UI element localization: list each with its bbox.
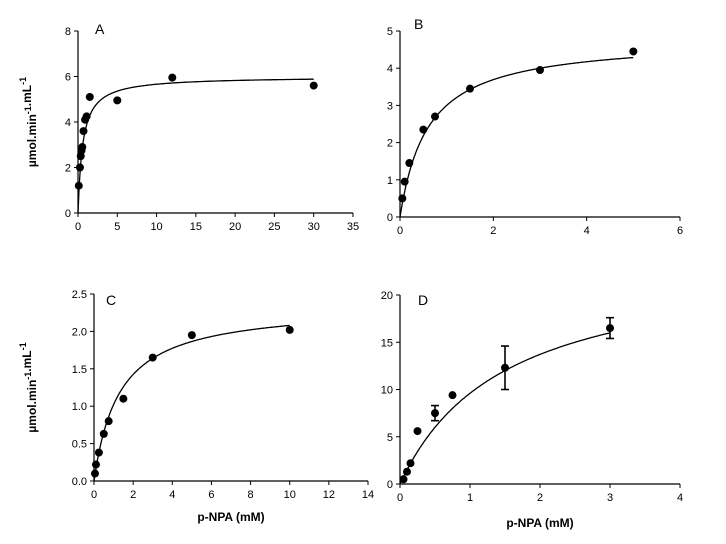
data-point: [629, 47, 638, 56]
data-point: [187, 331, 196, 340]
y-tick-label: 4: [387, 63, 393, 75]
y-tick-label: 15: [381, 337, 393, 349]
data-point: [79, 127, 88, 136]
y-tick-label: 5: [387, 432, 393, 444]
fit-curve: [93, 324, 290, 482]
y-tick-label: 0: [387, 479, 393, 491]
y-tick-label: 20: [381, 290, 393, 302]
x-tick-label: 1: [467, 492, 473, 504]
data-point: [75, 163, 84, 172]
data-point: [399, 475, 408, 484]
x-tick-label: 4: [677, 492, 683, 504]
y-tick-label: 0: [387, 212, 393, 224]
data-point: [419, 125, 428, 134]
y-tick-label: 6: [65, 72, 71, 84]
x-tick-label: 0: [397, 492, 403, 504]
panel-label: D: [418, 292, 428, 308]
data-point: [413, 427, 422, 436]
data-point: [74, 181, 83, 190]
x-tick-label: 35: [347, 221, 359, 233]
x-tick-label: 4: [169, 489, 175, 501]
panel-c: 0 2 4 6 8 10 12 14 0.0 0.5 1.0 1.5 2.0 2.5 Cµmol.min-1…: [18, 289, 374, 524]
x-tick-label: 15: [190, 221, 202, 233]
x-tick-label: 2: [537, 492, 543, 504]
data-point: [104, 417, 113, 426]
x-tick-label: 20: [229, 221, 241, 233]
y-tick-label: 2.5: [72, 289, 87, 301]
y-tick-label: 10: [381, 385, 393, 397]
data-point: [536, 66, 544, 75]
x-tick-label: 2: [490, 225, 496, 237]
y-tick-label: 3: [387, 100, 393, 112]
data-point: [403, 467, 411, 476]
y-tick-label: 2: [65, 163, 71, 175]
data-point: [448, 391, 457, 400]
data-point: [431, 409, 439, 418]
data-point: [78, 143, 87, 152]
x-tick-label: 4: [584, 225, 590, 237]
data-point: [466, 84, 474, 93]
x-tick-label: 6: [208, 489, 214, 501]
x-tick-label: 3: [607, 492, 613, 504]
x-tick-label: 5: [114, 221, 120, 233]
y-tick-label: 1.5: [72, 364, 87, 376]
x-tick-label: 14: [362, 489, 374, 501]
data-point: [406, 459, 415, 468]
panel-b: 0 2 4 6 0 1 2 3 4 5 B: [387, 16, 683, 237]
y-tick-label: 1.0: [72, 401, 87, 413]
data-point: [168, 73, 177, 82]
x-tick-label: 0: [75, 221, 81, 233]
panel-label: A: [95, 21, 105, 37]
x-tick-label: 10: [284, 489, 296, 501]
panel-d: 0 1 2 3 4 0 5 10 15 20 Dp-NPA (mM): [381, 290, 683, 530]
data-point: [398, 194, 407, 203]
fit-curve: [77, 78, 314, 214]
x-tick-label: 10: [150, 221, 162, 233]
x-tick-label: 25: [268, 221, 280, 233]
y-tick-label: 2.0: [72, 326, 87, 338]
x-tick-label: 8: [248, 489, 254, 501]
data-point: [400, 177, 409, 186]
y-axis-title: µmol.min-1.mL-1: [18, 342, 39, 432]
x-axis-title: p-NPA (mM): [506, 516, 573, 530]
x-tick-label: 12: [323, 489, 335, 501]
y-tick-label: 8: [65, 26, 71, 38]
fit-curve: [399, 56, 634, 218]
y-tick-label: 0.5: [72, 439, 87, 451]
data-point: [85, 92, 94, 101]
data-point: [82, 112, 91, 121]
data-point: [148, 353, 157, 362]
data-point: [309, 81, 318, 90]
y-tick-label: 0: [65, 208, 71, 220]
y-tick-label: 5: [387, 26, 393, 38]
data-point: [94, 448, 103, 457]
x-tick-label: 0: [91, 489, 97, 501]
y-tick-label: 4: [65, 117, 71, 129]
data-point: [119, 394, 128, 403]
x-tick-label: 6: [677, 225, 683, 237]
panel-label: B: [414, 16, 423, 32]
data-point: [501, 363, 509, 372]
x-tick-label: 0: [397, 225, 403, 237]
x-tick-label: 2: [130, 489, 136, 501]
y-axis-title: µmol.min-1.mL-1: [18, 77, 39, 167]
data-point: [606, 324, 614, 333]
y-tick-label: 1: [387, 175, 393, 187]
data-point: [91, 460, 100, 469]
data-point: [431, 112, 439, 121]
data-point: [405, 159, 414, 168]
x-tick-label: 30: [308, 221, 320, 233]
x-axis-title: p-NPA (mM): [197, 510, 264, 524]
data-point: [285, 325, 294, 334]
data-point: [113, 96, 122, 105]
data-point: [90, 469, 99, 478]
y-tick-label: 2: [387, 138, 393, 150]
data-point: [99, 429, 108, 438]
y-tick-label: 0.0: [72, 476, 87, 488]
panel-label: C: [106, 292, 116, 308]
